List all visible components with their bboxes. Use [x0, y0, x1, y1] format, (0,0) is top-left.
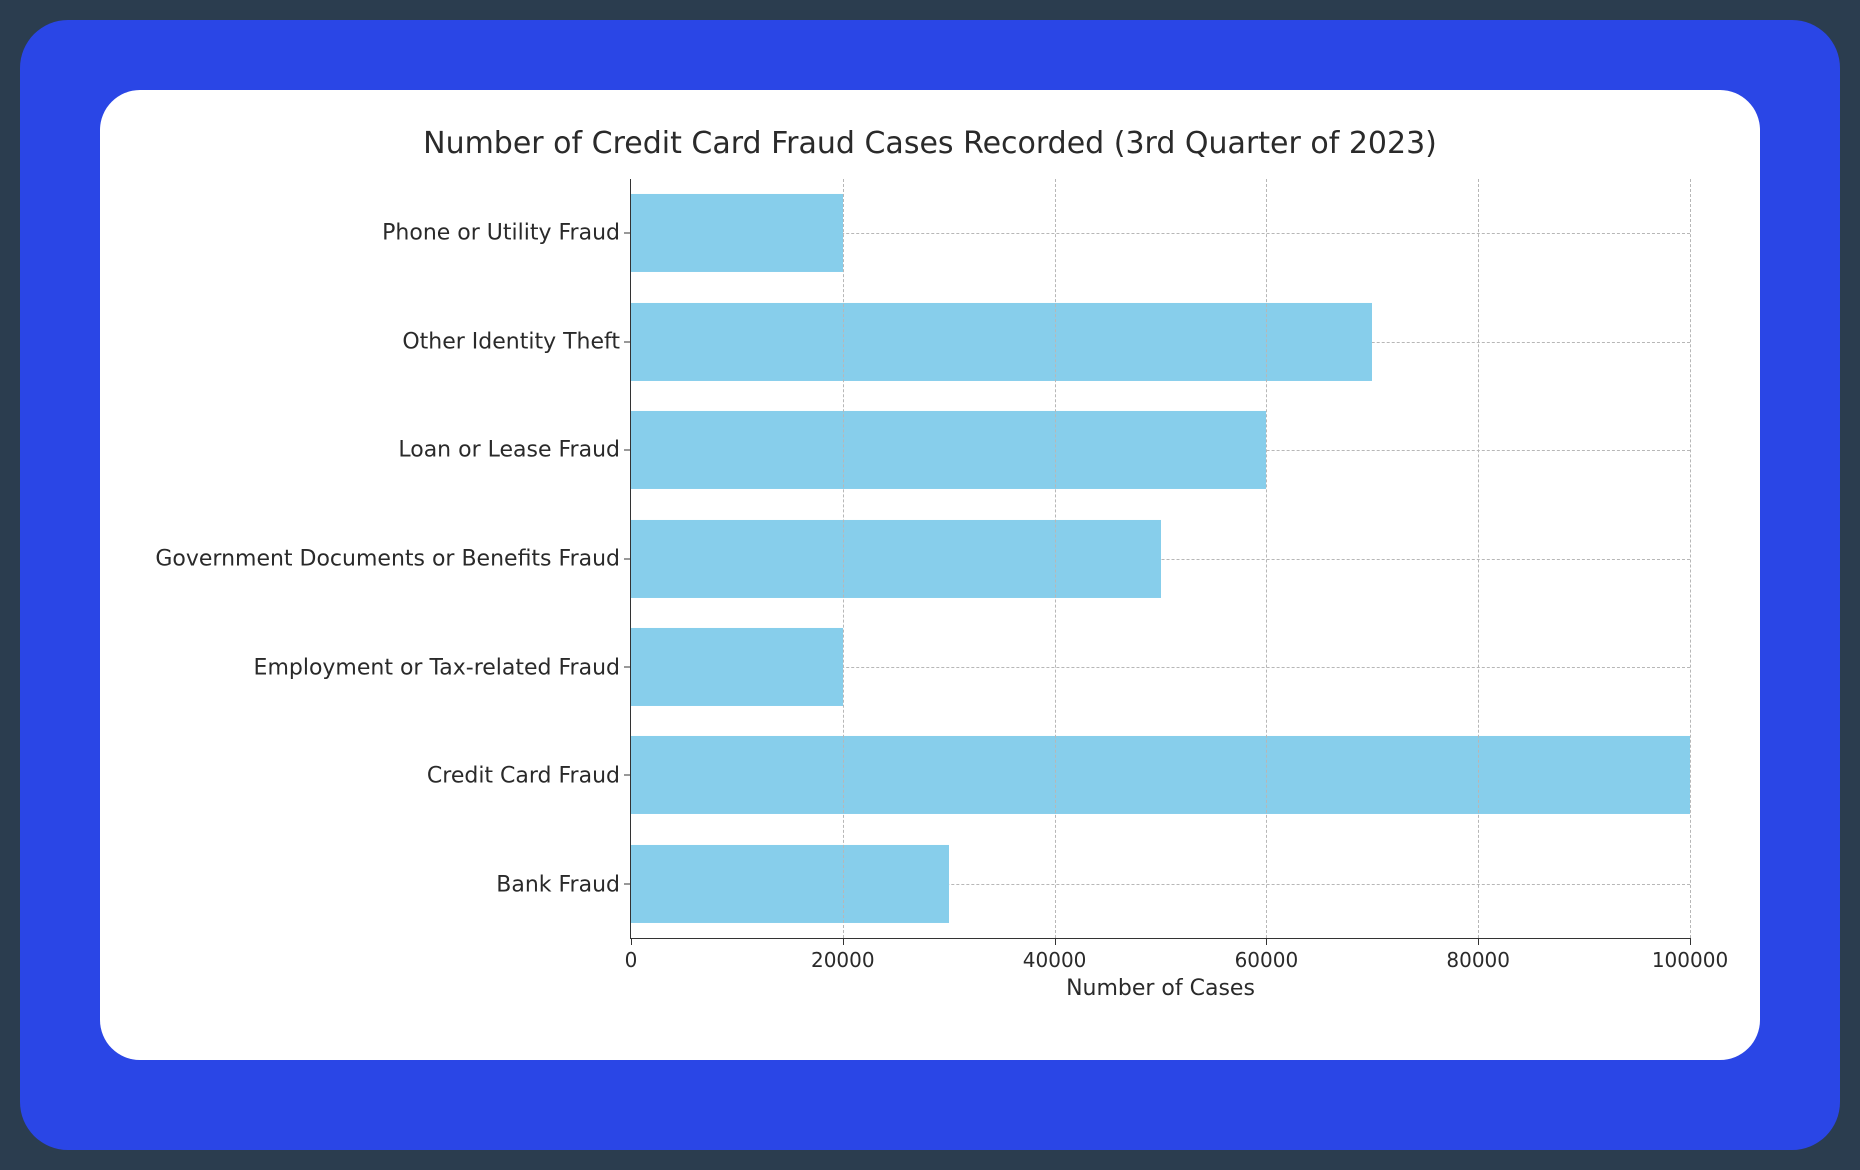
- v-gridline: [1266, 179, 1267, 938]
- x-axis-label: Number of Cases: [631, 976, 1690, 1001]
- y-tick-label: Credit Card Fraud: [427, 764, 620, 789]
- bar: [631, 194, 843, 272]
- x-tick-label: 100000: [1652, 948, 1728, 972]
- bar: [631, 845, 949, 923]
- bar: [631, 519, 1161, 597]
- v-gridline: [1055, 179, 1056, 938]
- x-tick-mark: [843, 938, 844, 945]
- plot-wrap: Phone or Utility Fraud Other Identity The…: [130, 179, 1730, 1009]
- y-tick-label: Loan or Lease Fraud: [398, 438, 620, 463]
- bar: [631, 628, 843, 706]
- plot: Number of Cases 020000400006000080000100…: [630, 179, 1690, 1009]
- card-frame: Number of Credit Card Fraud Cases Record…: [20, 20, 1840, 1150]
- x-tick-mark: [1055, 938, 1056, 945]
- x-tick-mark: [1690, 938, 1691, 945]
- v-gridline: [1478, 179, 1479, 938]
- y-tick-label: Phone or Utility Fraud: [382, 221, 620, 246]
- y-tick-label: Other Identity Theft: [402, 329, 620, 354]
- bar: [631, 411, 1266, 489]
- y-tick-mark: [624, 233, 631, 234]
- v-gridline: [1690, 179, 1691, 938]
- x-tick-label: 0: [625, 948, 638, 972]
- page-root: Number of Credit Card Fraud Cases Record…: [0, 0, 1860, 1170]
- bar: [631, 303, 1372, 381]
- chart-panel: Number of Credit Card Fraud Cases Record…: [100, 90, 1760, 1060]
- y-tick-mark: [624, 883, 631, 884]
- chart-title: Number of Credit Card Fraud Cases Record…: [130, 126, 1730, 161]
- v-gridline: [843, 179, 844, 938]
- y-axis-labels: Phone or Utility Fraud Other Identity The…: [130, 179, 630, 1009]
- x-tick-mark: [1266, 938, 1267, 945]
- y-tick-mark: [624, 558, 631, 559]
- bar: [631, 736, 1690, 814]
- y-tick-label: Employment or Tax-related Fraud: [254, 655, 620, 680]
- x-tick-label: 20000: [811, 948, 875, 972]
- x-tick-mark: [1478, 938, 1479, 945]
- x-tick-label: 60000: [1235, 948, 1299, 972]
- y-tick-mark: [624, 450, 631, 451]
- y-tick-label: Bank Fraud: [496, 872, 620, 897]
- y-tick-mark: [624, 666, 631, 667]
- y-tick-mark: [624, 775, 631, 776]
- x-tick-mark: [631, 938, 632, 945]
- plot-area: Number of Cases 020000400006000080000100…: [630, 179, 1690, 939]
- x-tick-label: 80000: [1446, 948, 1510, 972]
- y-tick-label: Government Documents or Benefits Fraud: [155, 547, 620, 572]
- x-tick-label: 40000: [1023, 948, 1087, 972]
- y-tick-mark: [624, 341, 631, 342]
